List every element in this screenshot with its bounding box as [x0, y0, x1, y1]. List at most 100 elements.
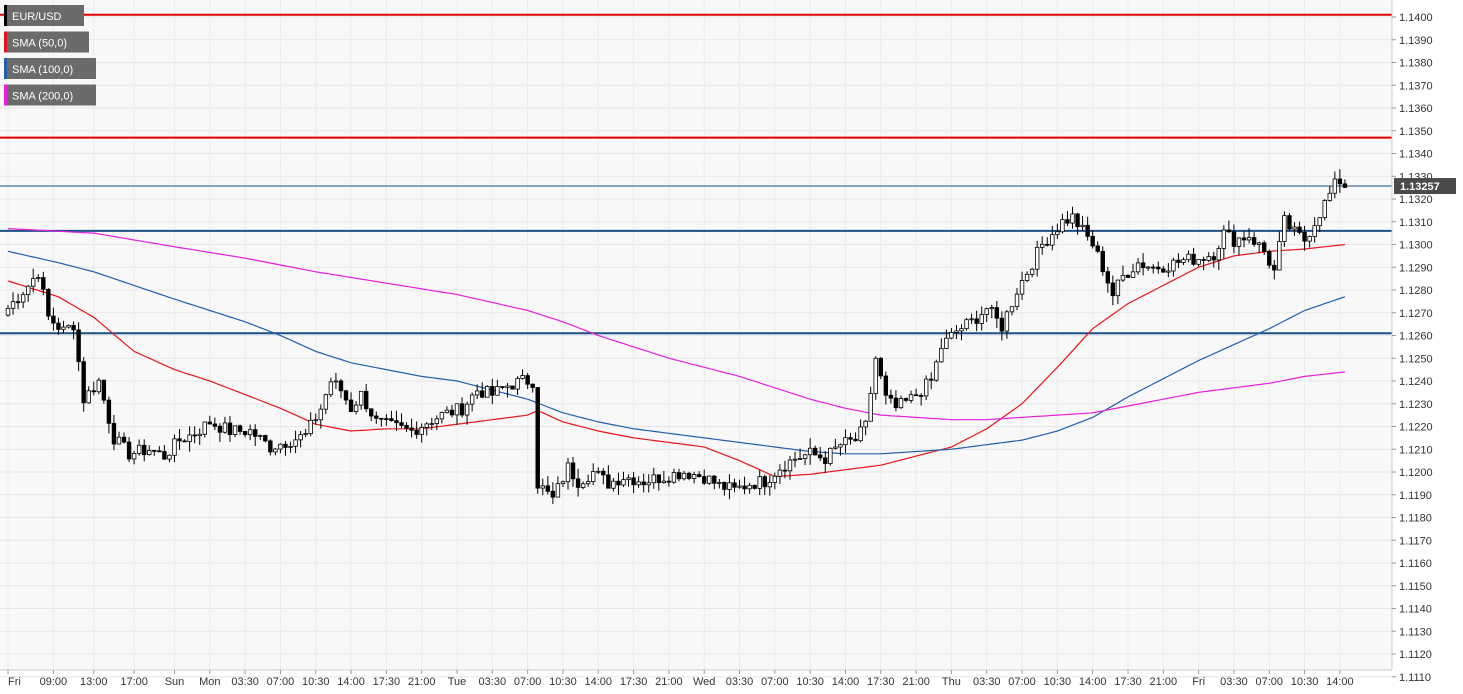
x-tick-label: 17:30 [620, 676, 648, 688]
x-tick-label: 10:30 [1044, 676, 1072, 688]
candle-body [1110, 282, 1116, 297]
candle [1226, 220, 1232, 233]
candle [1140, 253, 1146, 276]
candle [1322, 199, 1327, 221]
candle-body [631, 477, 636, 486]
candle-body [1211, 256, 1216, 261]
candle [207, 415, 212, 425]
x-tick-label: Fri [8, 676, 21, 688]
candle-body [1055, 231, 1060, 236]
candle-body [570, 462, 576, 480]
candle [419, 423, 424, 443]
candle [20, 291, 26, 309]
candlestick-series [5, 169, 1348, 504]
candle [868, 386, 873, 422]
candle-body [888, 394, 894, 399]
candle-body [1075, 213, 1080, 228]
candle [833, 438, 838, 450]
candle [792, 451, 798, 468]
candle-body [596, 470, 601, 473]
candle-body [61, 326, 66, 330]
candle-body [1120, 275, 1126, 281]
candle [1161, 265, 1166, 273]
candle [999, 311, 1005, 341]
candle-body [242, 431, 248, 436]
candle-body [1206, 256, 1211, 261]
candle-body [762, 476, 767, 488]
candle [1332, 171, 1338, 199]
candle-body [101, 379, 107, 401]
candle [343, 389, 349, 405]
candle [722, 481, 727, 496]
candle [747, 482, 752, 494]
candle [838, 443, 843, 456]
candle [212, 417, 218, 431]
candle [762, 474, 767, 495]
x-tick-label: 09:00 [40, 676, 68, 688]
candle [1231, 224, 1237, 254]
candle [1085, 216, 1090, 241]
candle-body [20, 294, 26, 303]
candle-body [606, 474, 611, 489]
candle-body [444, 409, 450, 413]
candle [384, 414, 389, 426]
y-tick-label: 1.1180 [1399, 513, 1432, 525]
candle-body [96, 379, 102, 393]
x-tick-label: 14:00 [832, 676, 860, 688]
candle [237, 424, 243, 435]
x-tick-label: 07:00 [1008, 676, 1036, 688]
y-tick-label: 1.1160 [1399, 558, 1432, 570]
candle-body [923, 378, 929, 397]
candle-body [474, 390, 480, 396]
candle [136, 439, 142, 456]
x-tick-label: 14:00 [584, 676, 612, 688]
candle [893, 390, 899, 412]
candle-body [999, 317, 1005, 332]
candle-body [258, 435, 263, 437]
candle-body [353, 404, 359, 412]
candle [288, 441, 293, 453]
candle-body [1317, 217, 1322, 227]
candle [500, 386, 505, 390]
candle [1246, 228, 1252, 244]
candle-body [480, 390, 485, 398]
candle [923, 375, 929, 401]
candle [157, 446, 162, 453]
legend-item: SMA (200,0) [4, 84, 96, 106]
candle-body [949, 332, 954, 339]
candle [737, 479, 742, 489]
candle-body [490, 386, 495, 396]
candle-body [91, 390, 96, 393]
candle-body [575, 478, 581, 488]
candle-body [727, 482, 732, 490]
candle-body [893, 397, 899, 409]
candle [913, 388, 919, 397]
x-tick-label: Fri [1192, 676, 1205, 688]
candle [979, 306, 984, 331]
candle-body [1065, 219, 1070, 224]
candle-body [1216, 248, 1221, 261]
candle [1191, 247, 1196, 266]
candle [1196, 259, 1201, 267]
candle [454, 403, 460, 425]
candle-body [681, 472, 687, 480]
y-tick-label: 1.1400 [1399, 12, 1433, 24]
candle [898, 395, 904, 409]
candle-body [1186, 253, 1191, 261]
candle [1100, 246, 1105, 276]
candle-body [434, 418, 440, 424]
candle [984, 307, 989, 323]
legend-color-swatch [4, 5, 7, 26]
candle [348, 392, 354, 413]
candle [187, 426, 192, 452]
candle-body [293, 439, 298, 447]
y-tick-label: 1.1210 [1399, 444, 1433, 456]
candle [278, 443, 283, 454]
candle [162, 445, 167, 461]
candle-body [1246, 237, 1252, 241]
candle [752, 484, 757, 490]
candle [918, 393, 924, 406]
candle [167, 454, 172, 463]
candle [1171, 257, 1176, 277]
